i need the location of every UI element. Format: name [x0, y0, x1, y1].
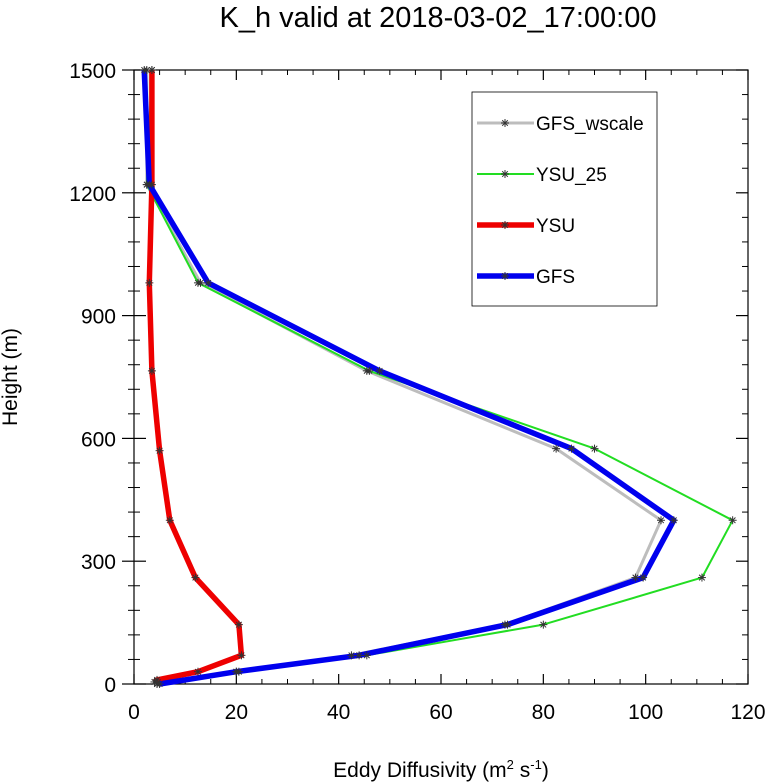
x-tick-label: 40	[327, 701, 350, 724]
y-axis: 0 300 600 900 1200 1500	[69, 60, 748, 697]
legend-label: GFS	[536, 267, 575, 288]
data-point-marker	[145, 278, 154, 287]
x-axis-label: Eddy Diffusivity (m2 s-1)	[333, 757, 549, 782]
x-tick-label: 20	[225, 701, 248, 724]
data-point-marker	[503, 620, 512, 629]
legend-marker	[501, 221, 509, 229]
data-point-marker	[697, 573, 706, 582]
data-point-marker	[365, 366, 374, 375]
legend-box	[471, 91, 658, 307]
data-point-marker	[153, 675, 162, 684]
legend: GFS_wscale YSU_25 YSU GFS	[471, 91, 658, 307]
data-point-marker	[552, 444, 561, 453]
data-point-marker	[147, 366, 156, 375]
y-tick-label: 900	[81, 306, 116, 329]
data-point-marker	[232, 667, 241, 676]
data-point-marker	[234, 620, 243, 629]
x-axis: 0 20 40 60 80 100 120	[128, 70, 766, 724]
legend-label: GFS_wscale	[536, 114, 644, 135]
y-axis-label: Height (m)	[0, 328, 22, 426]
data-point-marker	[147, 66, 156, 74]
data-point-marker	[204, 278, 213, 287]
data-point-marker	[193, 667, 202, 676]
data-point-marker	[669, 516, 678, 525]
data-point-marker	[375, 366, 384, 375]
data-point-marker	[355, 651, 364, 660]
data-point-marker	[567, 444, 576, 453]
legend-marker	[501, 170, 509, 178]
legend-items: GFS_wscale YSU_25 YSU GFS	[477, 114, 644, 288]
data-point-marker	[631, 573, 640, 582]
data-point-marker	[590, 444, 599, 453]
y-tick-label: 1200	[69, 183, 116, 206]
data-point-marker	[237, 651, 246, 660]
y-tick-label: 300	[81, 551, 116, 574]
legend-label: YSU	[536, 216, 575, 237]
x-tick-label: 80	[532, 701, 555, 724]
legend-label: YSU_25	[536, 165, 607, 186]
data-point-marker	[539, 620, 548, 629]
data-point-marker	[145, 180, 154, 189]
legend-marker	[501, 272, 509, 280]
data-point-marker	[140, 66, 149, 74]
data-point-marker	[193, 278, 202, 287]
data-point-marker	[362, 651, 371, 660]
data-point-marker	[155, 446, 164, 455]
data-point-marker	[191, 573, 200, 582]
legend-marker	[501, 119, 509, 127]
data-point-marker	[728, 516, 737, 525]
data-point-marker	[639, 573, 648, 582]
x-tick-label: 100	[628, 701, 663, 724]
x-tick-label: 60	[429, 701, 452, 724]
y-tick-label: 1500	[69, 60, 116, 83]
x-tick-label: 120	[730, 701, 765, 724]
x-tick-label: 0	[128, 701, 140, 724]
data-point-marker	[347, 651, 356, 660]
series-line-ysu	[146, 70, 245, 685]
series-layer	[140, 66, 737, 688]
data-point-marker	[155, 680, 164, 688]
y-tick-label: 0	[104, 674, 116, 697]
y-tick-label: 600	[81, 428, 116, 451]
data-point-marker	[657, 516, 666, 525]
data-point-marker	[165, 516, 174, 525]
chart-title: K_h valid at 2018-03-02_17:00:00	[220, 2, 657, 34]
